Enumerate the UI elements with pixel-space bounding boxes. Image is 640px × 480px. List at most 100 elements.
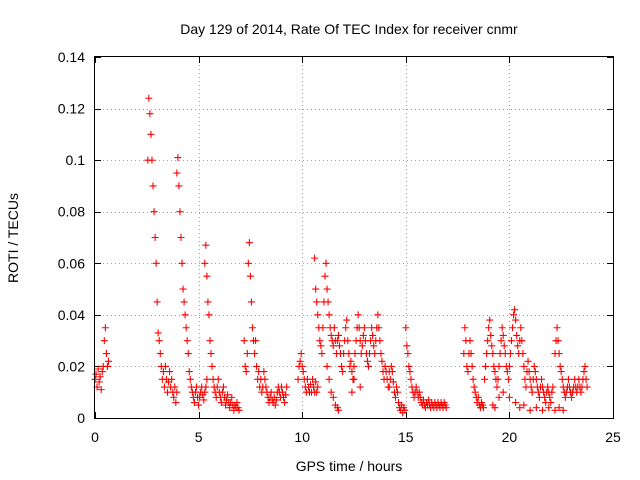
data-point [102,350,110,358]
data-point [499,331,507,339]
data-point [394,388,402,396]
data-point [248,324,256,332]
data-point [551,406,559,414]
x-tick-label: 25 [605,429,621,445]
data-point [495,362,503,370]
data-point [385,383,393,391]
data-point [204,298,212,306]
data-point [549,383,557,391]
data-point [580,368,588,376]
data-point [350,362,358,370]
y-axis-label: ROTI / TECUs [5,193,21,283]
data-point [561,393,569,401]
data-point [173,169,181,177]
y-tick-label: 0.14 [58,49,85,65]
data-point [548,388,556,396]
data-point [281,399,289,407]
data-point [360,324,368,332]
data-point [299,368,307,376]
data-point [172,399,180,407]
data-point [294,375,302,383]
data-point [154,329,162,337]
data-point [178,259,186,267]
data-point [283,383,291,391]
data-point [377,350,385,358]
data-point [520,401,528,409]
data-point [493,383,501,391]
data-point [327,388,335,396]
data-point [342,324,350,332]
data-point [94,365,102,373]
data-point [481,375,489,383]
data-point [494,375,502,383]
data-point [244,259,252,267]
data-point [104,357,112,365]
data-point [577,388,585,396]
data-point [498,324,506,332]
data-point [524,357,532,365]
data-point [514,342,522,350]
data-point [334,331,342,339]
data-point [175,182,183,190]
data-point [96,373,104,381]
data-point [556,362,564,370]
data-point [330,324,338,332]
data-point [488,342,496,350]
data-point [404,350,412,358]
data-point [470,383,478,391]
data-point [312,378,320,386]
y-tick-labels: 0 0.02 0.04 0.06 0.08 0.1 0.12 0.14 [58,49,85,426]
data-point [313,298,321,306]
data-point [371,350,379,358]
data-point [298,362,306,370]
data-point [202,383,210,391]
data-point [564,375,572,383]
data-point [174,154,182,162]
data-point [489,350,497,358]
data-point [392,383,400,391]
data-point [388,368,396,376]
data-point [329,342,337,350]
data-point [313,388,321,396]
data-point [467,350,475,358]
data-point [166,368,174,376]
data-point [483,350,491,358]
data-point [228,393,236,401]
data-point [546,393,554,401]
data-point [243,350,251,358]
data-point [526,406,534,414]
data-point [318,350,326,358]
data-point [201,388,209,396]
data-point [203,375,211,383]
data-point [558,375,566,383]
x-tick-label: 20 [502,429,518,445]
data-point [145,94,153,102]
data-point [464,368,472,376]
data-point [171,383,179,391]
data-point [233,399,241,407]
data-point [528,388,536,396]
data-point [200,396,208,404]
y-tick-label: 0.02 [58,358,85,374]
data-point [505,393,513,401]
data-point [407,375,415,383]
data-point [152,259,160,267]
data-point [168,375,176,383]
data-point [474,393,482,401]
data-point [333,337,341,345]
x-tick-label: 10 [294,429,310,445]
data-point [461,324,469,332]
data-point [344,337,352,345]
data-point [347,357,355,365]
data-point [186,375,194,383]
data-point [510,311,518,319]
data-point [532,404,540,412]
data-point [205,311,213,319]
data-point [402,324,410,332]
data-point [190,399,198,407]
data-point [267,388,275,396]
data-point [261,375,269,383]
data-point [338,362,346,370]
data-point [538,375,546,383]
data-point [387,362,395,370]
